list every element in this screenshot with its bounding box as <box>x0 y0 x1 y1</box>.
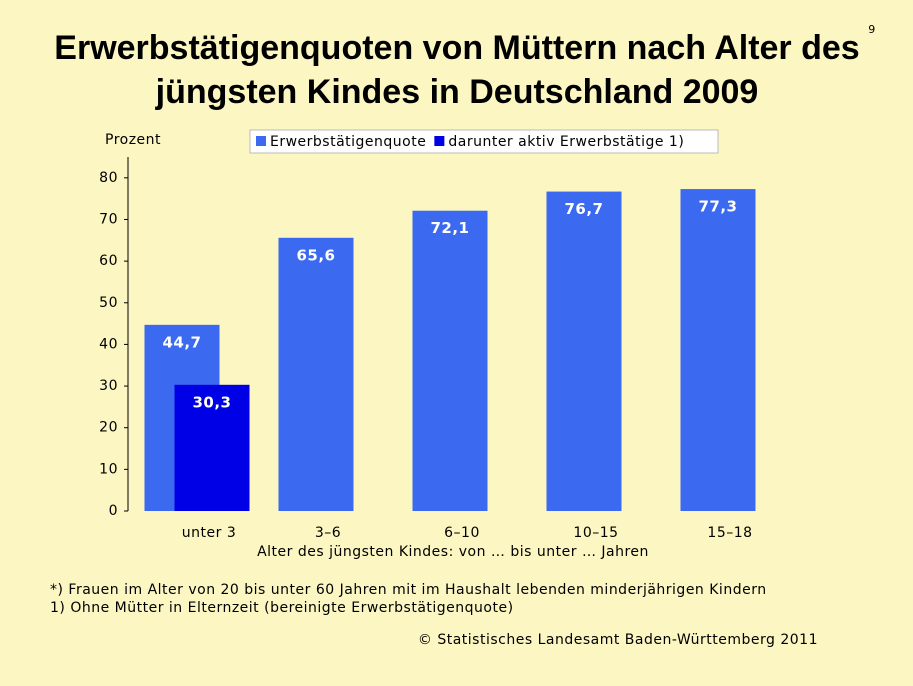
y-tick-label: 30 <box>99 378 118 394</box>
legend-label: Erwerbstätigenquote <box>270 134 426 150</box>
y-tick-label: 70 <box>99 211 118 227</box>
y-tick-label: 60 <box>99 253 118 269</box>
y-axis-label: Prozent <box>105 132 161 148</box>
source: © Statistisches Landesamt Baden-Württemb… <box>418 632 818 648</box>
chart-title: jüngsten Kindes in Deutschland 2009 <box>155 73 759 111</box>
y-tick-label: 40 <box>99 336 118 352</box>
x-axis-label: Alter des jüngsten Kindes: von … bis unt… <box>257 544 649 560</box>
y-tick-label: 50 <box>99 295 118 311</box>
x-tick-label: unter 3 <box>182 525 236 541</box>
x-tick-label: 3–6 <box>315 525 341 541</box>
y-tick-label: 80 <box>99 170 118 186</box>
legend-box <box>249 129 719 154</box>
bar <box>278 237 354 511</box>
x-tick-label: 6–10 <box>444 525 480 541</box>
bar <box>680 189 756 511</box>
value-label: 44,7 <box>162 333 201 351</box>
legend-swatch <box>256 136 266 146</box>
page-number: 9 <box>868 23 876 36</box>
legend-label: darunter aktiv Erwerbstätige 1) <box>448 134 684 150</box>
y-tick-label: 0 <box>109 503 118 519</box>
value-label: 76,7 <box>564 200 603 218</box>
y-tick-label: 20 <box>99 420 118 436</box>
footnote: 1) Ohne Mütter in Elternzeit (bereinigte… <box>50 600 514 616</box>
chart-title: Erwerbstätigenquoten von Müttern nach Al… <box>54 29 859 67</box>
y-tick-label: 10 <box>99 461 118 477</box>
x-tick-label: 10–15 <box>573 525 618 541</box>
value-label: 72,1 <box>430 219 469 237</box>
value-label: 30,3 <box>192 393 231 411</box>
value-label: 77,3 <box>698 198 737 216</box>
x-tick-label: 15–18 <box>707 525 752 541</box>
bar <box>546 191 622 511</box>
bar <box>412 210 488 511</box>
value-label: 65,6 <box>296 246 335 264</box>
bar <box>174 384 250 511</box>
footnote: *) Frauen im Alter von 20 bis unter 60 J… <box>50 582 767 598</box>
legend-swatch <box>434 136 445 146</box>
